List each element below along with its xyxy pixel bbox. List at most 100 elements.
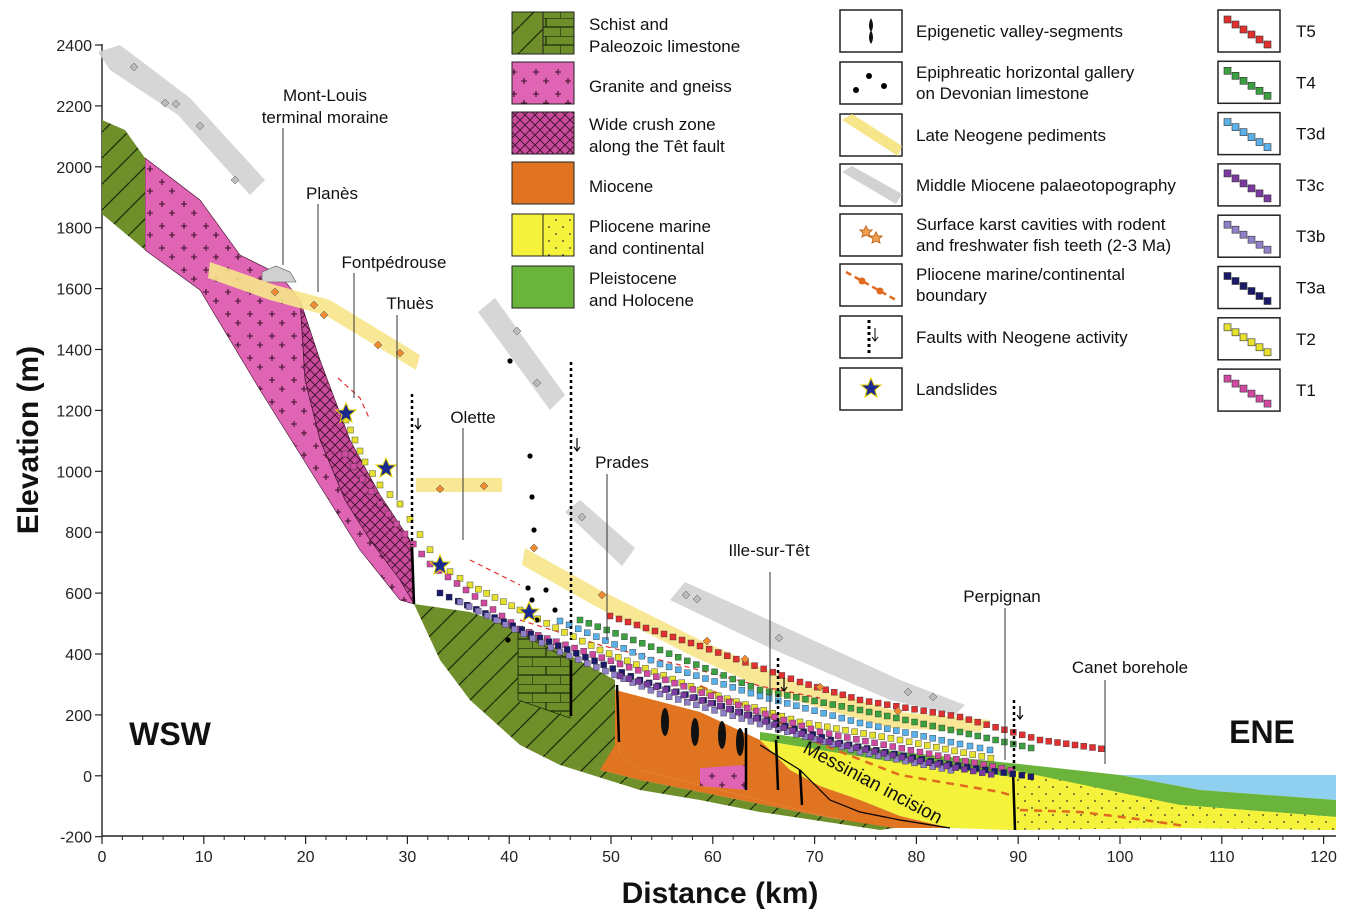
terrace-point <box>671 689 678 696</box>
terrace-point <box>671 679 678 687</box>
terrace-point <box>565 652 573 660</box>
terrace-point <box>716 702 724 710</box>
terrace-point <box>838 714 846 722</box>
terrace-point <box>620 645 627 652</box>
profile-marker <box>692 594 702 604</box>
terrace-point <box>369 470 376 477</box>
terrace-point <box>934 752 942 759</box>
terrace-point <box>924 742 931 749</box>
terrace-swatch-square <box>1223 323 1232 332</box>
terrace-point <box>942 745 949 753</box>
profile-marker <box>597 590 607 600</box>
terrace-point <box>498 612 506 620</box>
terrace-point <box>630 636 637 644</box>
terrace-point <box>702 675 709 682</box>
terrace-swatch-square <box>1223 374 1232 383</box>
profile-marker <box>270 287 280 297</box>
terrace-point <box>825 730 833 738</box>
terrace-point <box>653 673 660 680</box>
terrace-point <box>947 738 955 746</box>
legend-unit-label: Granite and gneiss <box>589 77 732 96</box>
terrace-legend-label: T1 <box>1296 381 1316 400</box>
terrace-point <box>1080 743 1087 750</box>
terrace-point <box>771 713 778 721</box>
y-tick-label: 200 <box>65 708 92 725</box>
label-planes: Planès <box>306 184 358 203</box>
profile-marker <box>815 682 825 692</box>
schist-upper <box>102 120 145 250</box>
fault-arrows <box>414 418 1024 720</box>
terrace-point <box>753 707 760 715</box>
terrace-swatch-square <box>1263 297 1272 305</box>
terrace-point <box>475 585 482 593</box>
terrace-point <box>674 666 682 674</box>
terrace-point <box>545 638 553 646</box>
terrace-point <box>576 616 584 624</box>
terrace-point <box>874 699 882 707</box>
terrace-point <box>978 753 986 760</box>
terrace-point <box>925 750 933 758</box>
terrace-point <box>733 655 740 663</box>
profile-marker <box>928 692 938 702</box>
terrace-point <box>760 665 767 673</box>
terrace-point <box>696 642 704 650</box>
terrace-point <box>1000 769 1007 776</box>
terrace-point <box>814 722 822 729</box>
terrace-point <box>929 722 936 730</box>
terrace-point <box>647 686 655 694</box>
terrace-point <box>934 761 941 768</box>
terrace-point <box>702 704 709 711</box>
legend-terraces: T5 T4 T3d T3c T3b T3a T2 T1 <box>1217 9 1326 412</box>
terrace-swatch-square <box>1231 328 1240 337</box>
profile-marker <box>230 175 240 185</box>
y-tick-label: 800 <box>65 525 92 542</box>
terrace-point <box>680 683 687 690</box>
terrace-point <box>965 730 973 738</box>
terrace-point <box>902 729 909 736</box>
terrace-point <box>466 581 474 589</box>
terrace-point <box>938 724 946 732</box>
terrace-point <box>678 636 686 644</box>
terrace-point <box>905 738 913 746</box>
legend-feature-label: Landslides <box>916 380 997 399</box>
terrace-point <box>584 629 591 636</box>
terrace-point <box>943 762 950 770</box>
terrace-point <box>729 712 736 720</box>
terrace-swatch-square <box>1231 174 1240 183</box>
profile-marker <box>532 378 542 388</box>
terrace-point <box>962 757 969 765</box>
terrace-point <box>802 695 809 703</box>
terrace-point <box>491 594 499 601</box>
label-olette: Olette <box>450 408 495 427</box>
terrace-point <box>574 656 582 663</box>
terrace-point <box>642 624 650 632</box>
axes: 2400220020001800160014001200100080060040… <box>12 38 1337 910</box>
terrace-swatch-square <box>1255 343 1264 352</box>
terrace-point <box>753 715 760 722</box>
terrace-swatch-square <box>1239 333 1248 342</box>
pliocene-boundary <box>699 684 1186 828</box>
profile-marker <box>309 300 319 310</box>
terrace-point <box>609 665 616 672</box>
x-tick-label: 10 <box>195 849 213 866</box>
terrace-legend-label: T2 <box>1296 330 1316 349</box>
terrace-point <box>762 718 769 725</box>
terrace-point <box>689 686 696 693</box>
terrace-point <box>979 769 986 776</box>
legend-units: Schist and Paleozoic limestone Granite and… <box>511 11 740 310</box>
terrace-point <box>938 736 946 744</box>
terrace-point <box>612 630 619 637</box>
profile-marker <box>171 99 181 109</box>
terrace-point <box>662 676 669 684</box>
profile-marker <box>702 636 712 646</box>
terrace-swatch-square <box>1239 384 1248 393</box>
terrace-swatch-square <box>1231 72 1240 80</box>
miocene-unit <box>615 690 950 828</box>
terrace-point <box>856 719 864 727</box>
terrace-point <box>853 736 860 743</box>
terrace-point <box>983 734 990 742</box>
terrace-point <box>693 672 700 679</box>
x-tick-labels: 0 10 20 30 40 50 60 70 80 90 100 110 120 <box>98 836 1337 866</box>
legend-unit-label: and continental <box>589 239 704 258</box>
terrace-point <box>820 709 827 717</box>
